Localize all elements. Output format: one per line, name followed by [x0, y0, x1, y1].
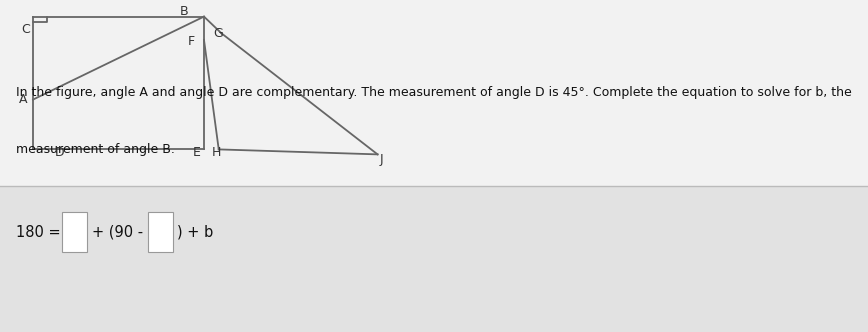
Text: J: J: [379, 153, 383, 166]
Text: 180 =: 180 =: [16, 225, 60, 240]
Text: B: B: [180, 5, 188, 18]
Text: In the figure, angle A and angle D are complementary. The measurement of angle D: In the figure, angle A and angle D are c…: [16, 86, 852, 100]
Text: A: A: [19, 93, 28, 106]
Text: H: H: [212, 146, 221, 159]
FancyBboxPatch shape: [0, 186, 868, 332]
Text: + (90 -: + (90 -: [92, 225, 143, 240]
FancyBboxPatch shape: [148, 212, 173, 252]
Text: measurement of angle B.: measurement of angle B.: [16, 143, 174, 156]
Text: ) + b: ) + b: [177, 225, 214, 240]
Text: G: G: [214, 27, 223, 40]
Text: D: D: [55, 146, 64, 159]
Text: C: C: [21, 23, 30, 36]
Text: F: F: [187, 35, 194, 48]
FancyBboxPatch shape: [62, 212, 87, 252]
Text: E: E: [193, 146, 201, 159]
FancyBboxPatch shape: [0, 0, 868, 186]
